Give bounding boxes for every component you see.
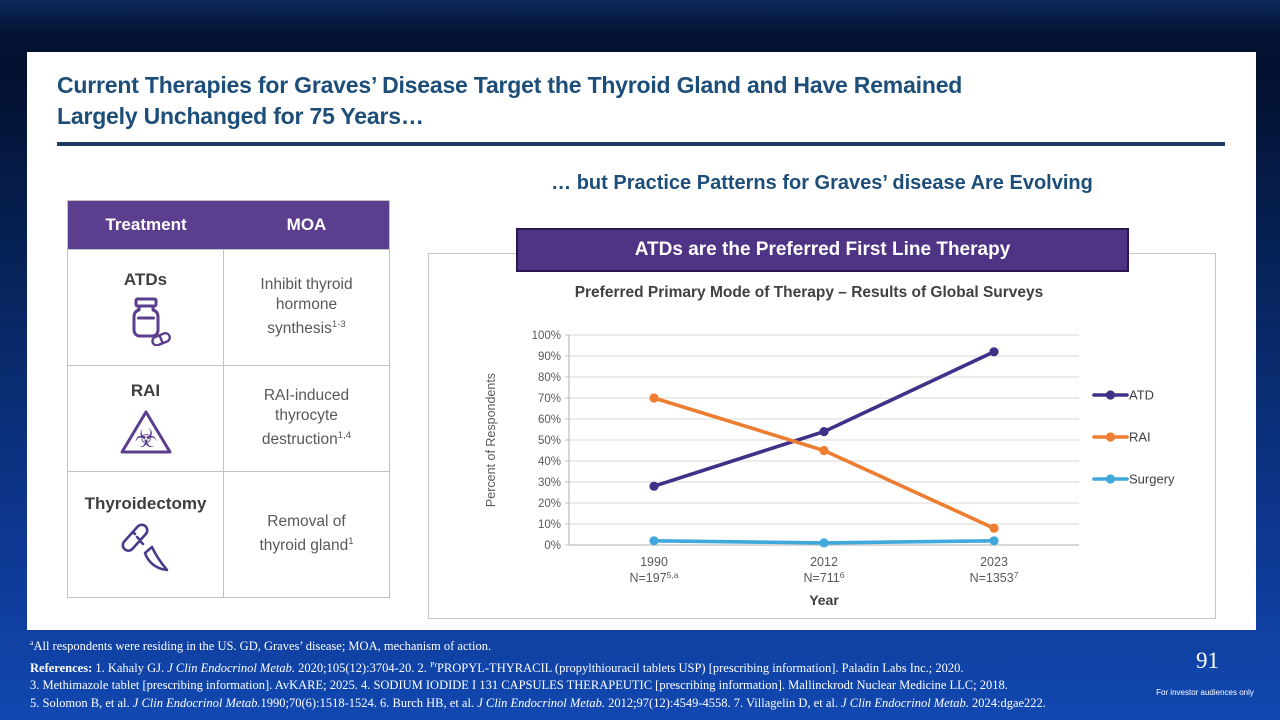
table-row-rai: RAI ☣ RAI-induced thyrocyte destruction1…	[68, 365, 389, 471]
chart-title: Preferred Primary Mode of Therapy – Resu…	[574, 284, 1044, 301]
y-tick-label: 0%	[544, 540, 561, 552]
series-line-RAI	[652, 396, 996, 531]
practice-patterns-heading: … but Practice Patterns for Graves’ dise…	[551, 172, 1093, 194]
legend-item-RAI: RAI	[1092, 430, 1151, 445]
data-point-Surgery	[649, 536, 659, 546]
x-tick-year: 2012	[810, 555, 838, 569]
chart-panel: ATDs are the Preferred First Line Therap…	[428, 228, 1216, 619]
moa-cell-atds: Inhibit thyroid hormone synthesis1-3	[224, 250, 389, 365]
table-header-row: Treatment MOA	[68, 201, 389, 249]
footnote-line: aAll respondents were residing in the US…	[30, 638, 492, 654]
footnote-line: References: 1. Kahaly GJ. J Clin Endocri…	[30, 659, 964, 675]
treatment-label: RAI	[130, 380, 161, 400]
page-title-line1: Current Therapies for Graves’ Disease Ta…	[57, 72, 963, 98]
table-header-treatment: Treatment	[105, 215, 187, 234]
data-point-Surgery	[819, 538, 829, 548]
svg-text:☣: ☣	[134, 423, 157, 453]
moa-text: Inhibit thyroid hormone synthesis1-3	[260, 276, 353, 338]
y-tick-label: 90%	[538, 351, 561, 363]
x-tick-n: N=1975,a	[629, 570, 678, 585]
table-row-atds: ATDs Inhibit thyroid ho	[68, 249, 389, 365]
y-tick-label: 80%	[538, 372, 561, 384]
page-number: 91	[1196, 648, 1219, 673]
page-title: Current Therapies for Graves’ Disease Ta…	[57, 70, 1227, 132]
treatment-cell-atds: ATDs	[68, 250, 224, 365]
page-title-line2: Largely Unchanged for 75 Years…	[57, 103, 424, 129]
treatment-label: ATDs	[123, 269, 168, 289]
y-tick-label: 60%	[538, 414, 561, 426]
therapy-trend-chart: 0%10%20%30%40%50%60%70%80%90%100%1990N=1…	[484, 330, 1175, 608]
footnotes: aAll respondents were residing in the US…	[30, 634, 1046, 712]
x-axis-title: Year	[809, 592, 839, 608]
table-header-moa: MOA	[286, 215, 327, 234]
moa-cell-rai: RAI-induced thyrocyte destruction1,4	[224, 366, 389, 471]
x-tick-year: 2023	[980, 555, 1008, 569]
y-tick-label: 70%	[538, 393, 561, 405]
scalpel-icon	[121, 522, 168, 571]
legend-item-ATD: ATD	[1092, 388, 1154, 403]
footnote-line: 3. Methimazole tablet [prescribing infor…	[30, 678, 1008, 693]
y-tick-label: 30%	[538, 477, 561, 489]
legend-label: ATD	[1129, 388, 1154, 403]
y-axis-title: Percent of Respondents	[484, 373, 498, 507]
content-box: Current Therapies for Graves’ Disease Ta…	[27, 52, 1256, 630]
data-point-ATD	[989, 347, 999, 357]
legend-label: RAI	[1129, 430, 1151, 445]
footnote-line: 5. Solomon B, et al. J Clin Endocrinol M…	[30, 695, 1046, 710]
data-point-RAI	[819, 445, 829, 456]
legend-item-Surgery: Surgery	[1092, 472, 1175, 487]
moa-cell-thyroidectomy: Removal of thyroid gland1	[224, 472, 389, 597]
data-point-ATD	[819, 427, 829, 437]
y-tick-label: 20%	[538, 498, 561, 510]
treatment-cell-rai: RAI ☣	[68, 366, 224, 471]
treatment-table: Treatment MOA ATDs	[67, 200, 390, 598]
data-point-Surgery	[989, 536, 999, 546]
table-row-thyroidectomy: Thyroidectomy Removal of thyroid gland1	[68, 471, 389, 597]
x-tick-n: N=13537	[970, 570, 1019, 585]
pill-bottle-icon	[132, 297, 171, 346]
y-tick-label: 10%	[538, 519, 561, 531]
data-point-RAI	[989, 523, 999, 533]
y-tick-label: 100%	[532, 330, 561, 342]
y-tick-label: 50%	[538, 435, 561, 447]
atd-banner: ATDs are the Preferred First Line Therap…	[516, 228, 1129, 272]
x-tick-n: N=7116	[804, 570, 845, 585]
treatment-label: Thyroidectomy	[84, 493, 207, 513]
y-tick-label: 40%	[538, 456, 561, 468]
title-underline	[57, 142, 1225, 146]
legend-label: Surgery	[1129, 472, 1175, 487]
data-point-RAI	[649, 393, 659, 403]
audience-note: For investor audiences only	[1156, 688, 1254, 697]
biohazard-icon: ☣	[120, 410, 171, 453]
data-point-ATD	[649, 481, 659, 491]
treatment-cell-thyroidectomy: Thyroidectomy	[68, 472, 224, 597]
moa-text: Removal of thyroid gland1	[259, 513, 354, 555]
moa-text: RAI-induced thyrocyte destruction1,4	[261, 387, 352, 449]
x-tick-year: 1990	[640, 555, 668, 569]
